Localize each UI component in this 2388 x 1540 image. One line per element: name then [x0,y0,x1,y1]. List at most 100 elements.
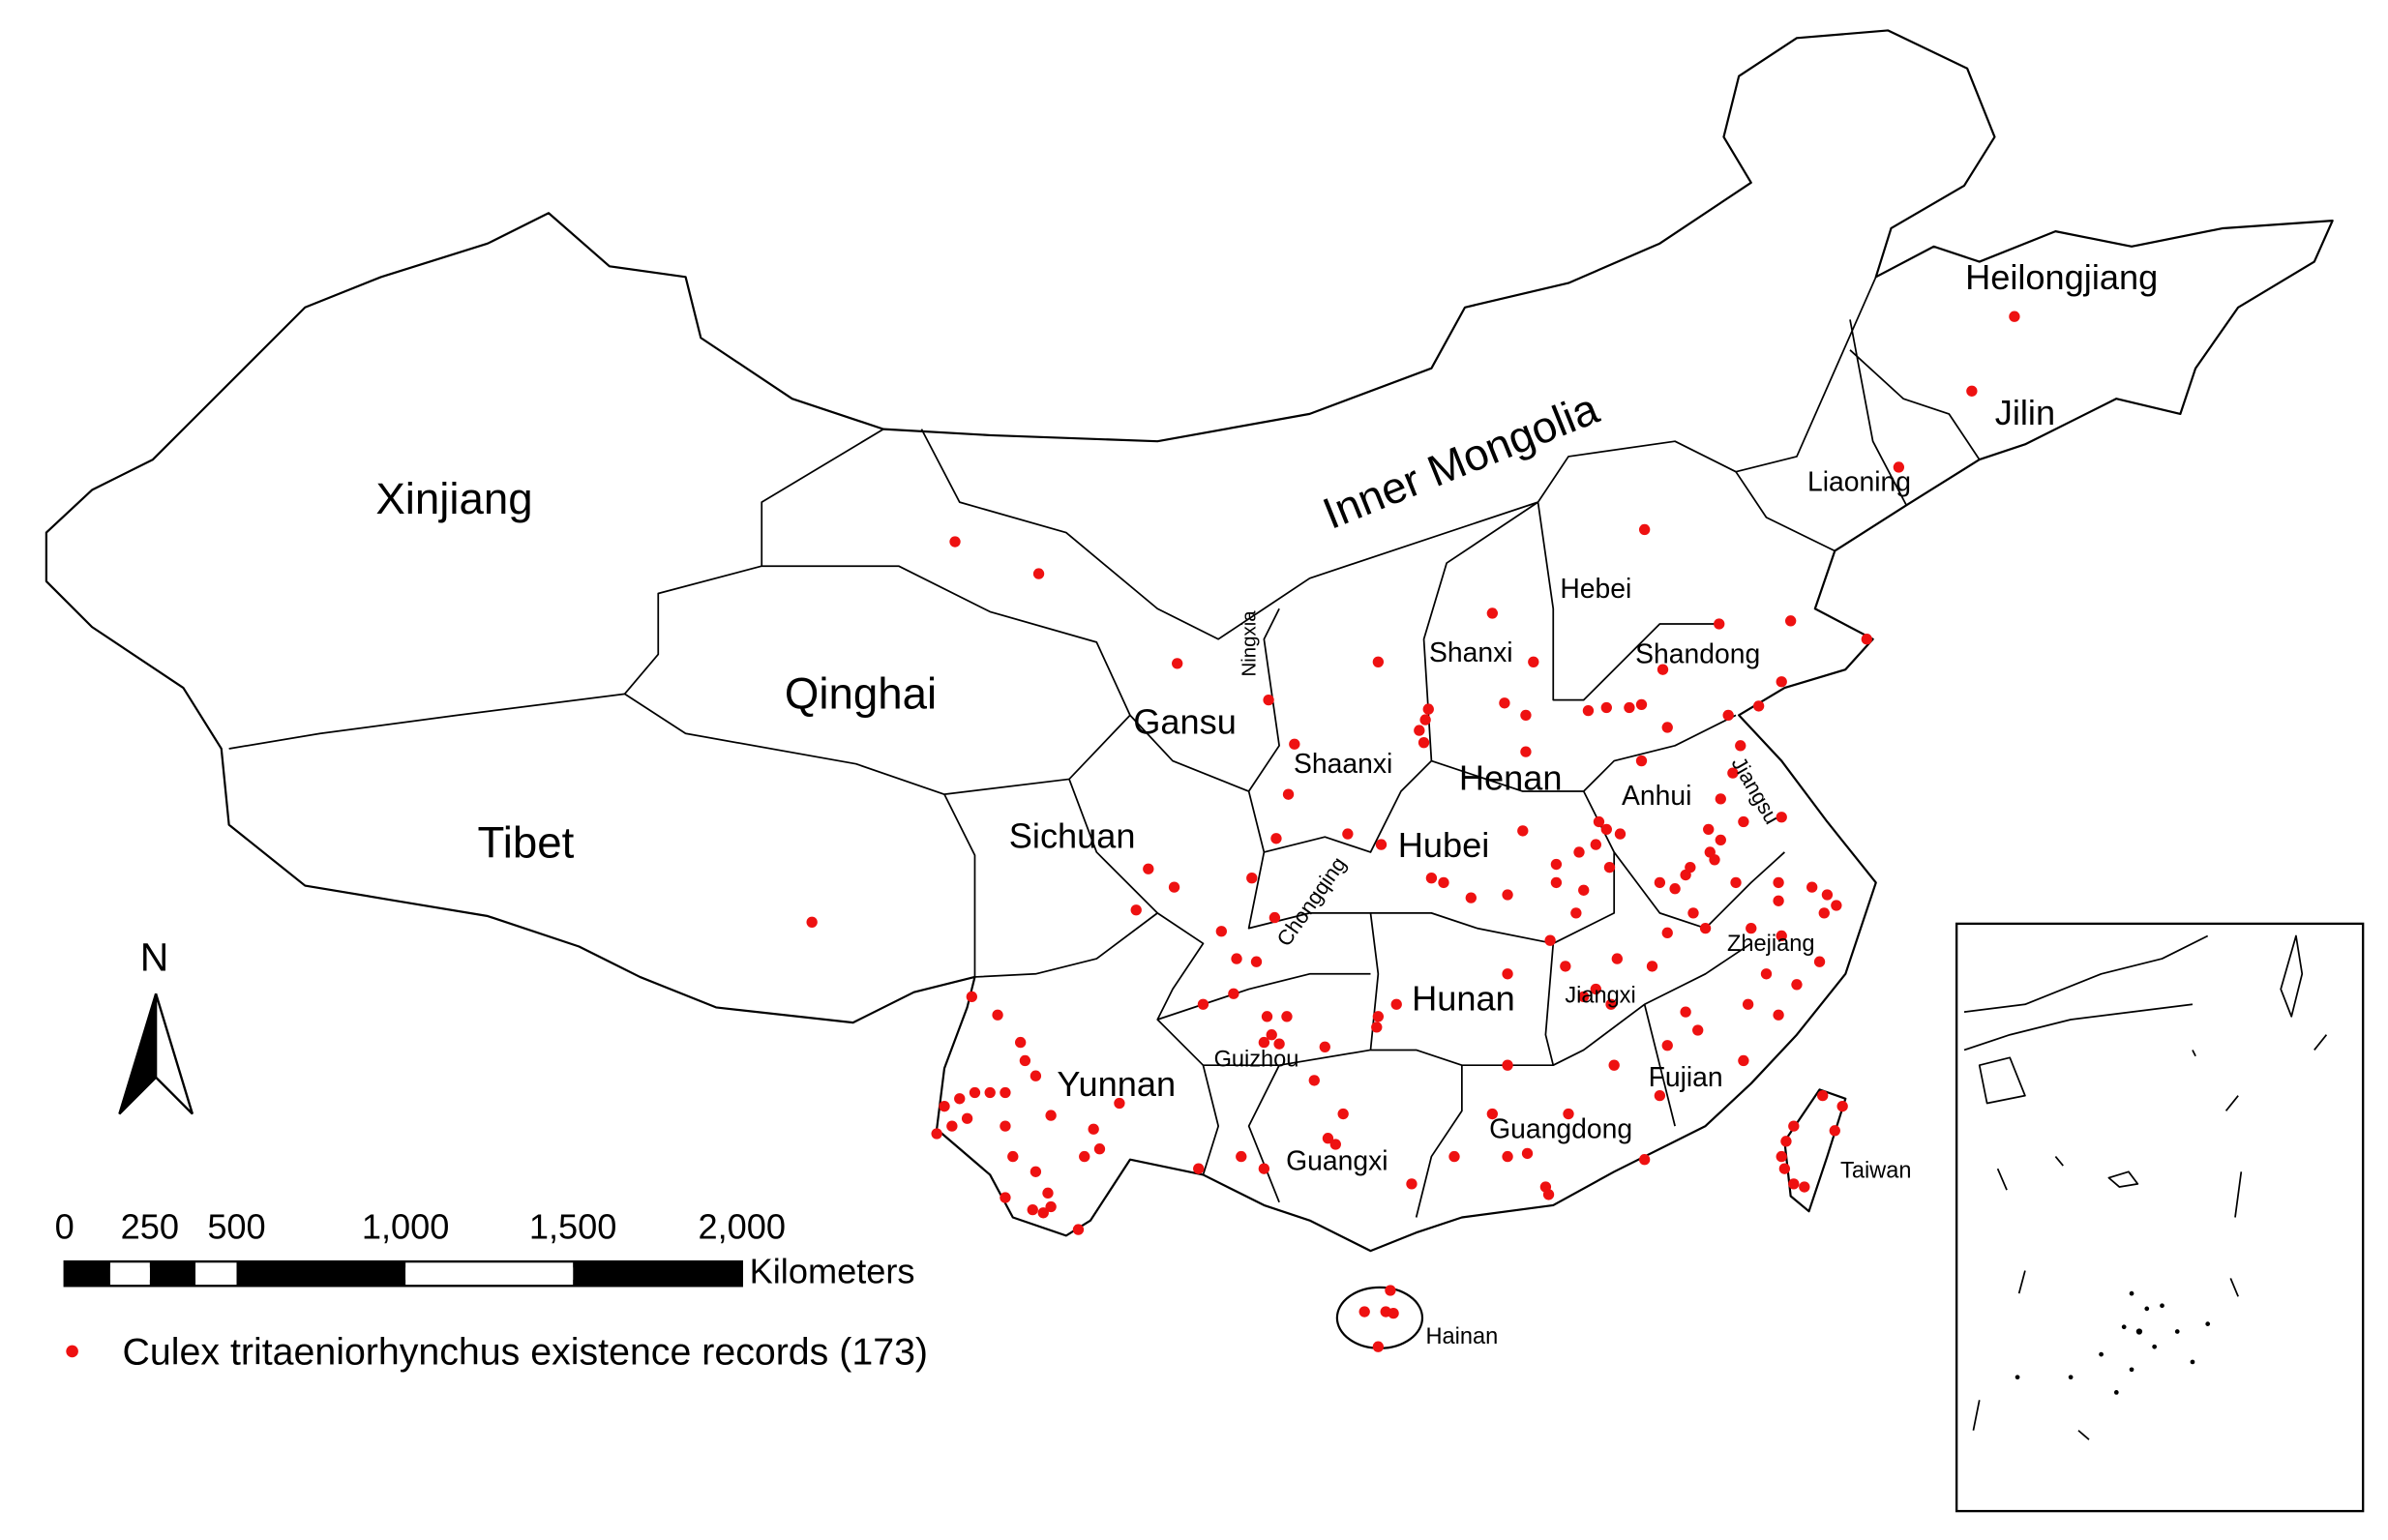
province-label: Henan [1459,758,1563,798]
record-point [1836,1100,1848,1112]
record-point [1032,568,1045,579]
record-point [1550,858,1563,871]
record-point [1560,961,1571,972]
record-point [1773,1009,1784,1021]
inset-islands [2015,1290,2211,1395]
record-point [1661,722,1673,733]
record-point [1438,876,1449,889]
scale-segment [109,1267,150,1280]
record-point [1372,1341,1385,1352]
record-point [806,916,818,928]
record-point [1263,694,1274,706]
record-point [1517,825,1529,837]
record-point [1388,1307,1399,1319]
province-label: Zhejiang [1727,931,1814,956]
record-point [1231,953,1242,964]
record-point [1246,873,1258,884]
province-label: Ningxia [1239,610,1261,677]
record-point [1172,658,1183,669]
scale-segment [236,1261,406,1287]
record-point [1773,876,1784,889]
record-point [1030,1166,1042,1177]
record-point [1282,788,1295,800]
record-point [1788,1178,1800,1190]
record-point [1638,1154,1651,1166]
record-point [1600,701,1612,714]
record-point [1465,892,1477,903]
record-point [1114,1097,1125,1110]
record-point [1760,968,1773,980]
record-point [1773,895,1784,906]
record-point [1236,1150,1247,1163]
record-point [1573,846,1585,858]
record-point [946,1120,958,1132]
record-point [1608,1059,1620,1071]
record-point [1502,1059,1513,1071]
record-point [1273,1038,1285,1050]
record-point [1422,703,1434,715]
record-point [1582,704,1595,717]
province-label: Guangdong [1489,1112,1632,1143]
province-label: Sichuan [1009,815,1136,855]
record-point [1570,907,1582,919]
province-label: Guizhou [1214,1047,1299,1072]
record-point [1521,1147,1534,1160]
record-point [1714,618,1725,630]
record-point [1130,904,1142,916]
scale-label: 2,000 [699,1207,787,1247]
record-point [1654,876,1666,889]
record-point [1270,833,1282,844]
record-point [1337,1108,1349,1120]
record-point [1000,1192,1011,1203]
record-point [1966,385,1978,397]
record-point [1727,767,1739,779]
record-point [1000,1120,1011,1132]
record-point [1027,1203,1038,1216]
record-point [1250,956,1263,967]
record-point [1590,839,1601,850]
record-point [1544,934,1556,946]
record-point [954,1093,966,1105]
records [806,311,2020,1352]
record-point [1228,988,1239,999]
province-borders [228,276,1981,1218]
record-point [1722,709,1734,722]
province-label: Gansu [1133,701,1237,741]
record-point [931,1128,942,1140]
record-point [1486,1108,1498,1120]
record-point [1752,700,1765,712]
record-point [1831,900,1842,911]
province-label: Jiangxi [1565,983,1635,1008]
taiwan-island [1783,1088,1847,1213]
record-point [1342,828,1354,840]
record-point [1079,1150,1090,1163]
record-point [1042,1187,1054,1199]
record-point [1654,1089,1666,1102]
province-border [1735,319,1981,552]
scale-bar: 0 250 500 1,000 1,500 2,000 Kilometers [55,1207,915,1291]
record-point [1614,828,1627,840]
scale-label: 250 [121,1207,179,1247]
record-point [1603,862,1616,874]
record-point [1590,983,1601,995]
province-border [974,779,1220,1175]
province-label: Hunan [1412,979,1515,1019]
record-point [1030,1070,1042,1081]
record-point [1818,907,1830,919]
province-border [228,565,1131,796]
record-point [1638,523,1651,536]
province-label: Yunnan [1057,1064,1176,1104]
record-point [1657,664,1669,675]
record-point [1685,862,1696,874]
record-point [1687,907,1699,919]
record-point [1738,815,1749,828]
record-point [1593,815,1605,828]
north-label: N [140,934,169,979]
record-point [1778,1163,1791,1174]
province-label: Liaoning [1807,466,1911,497]
record-point [1669,883,1681,895]
province-label: Heilongjiang [1965,257,2158,297]
record-point [1780,1136,1792,1147]
record-point [1799,1181,1810,1193]
